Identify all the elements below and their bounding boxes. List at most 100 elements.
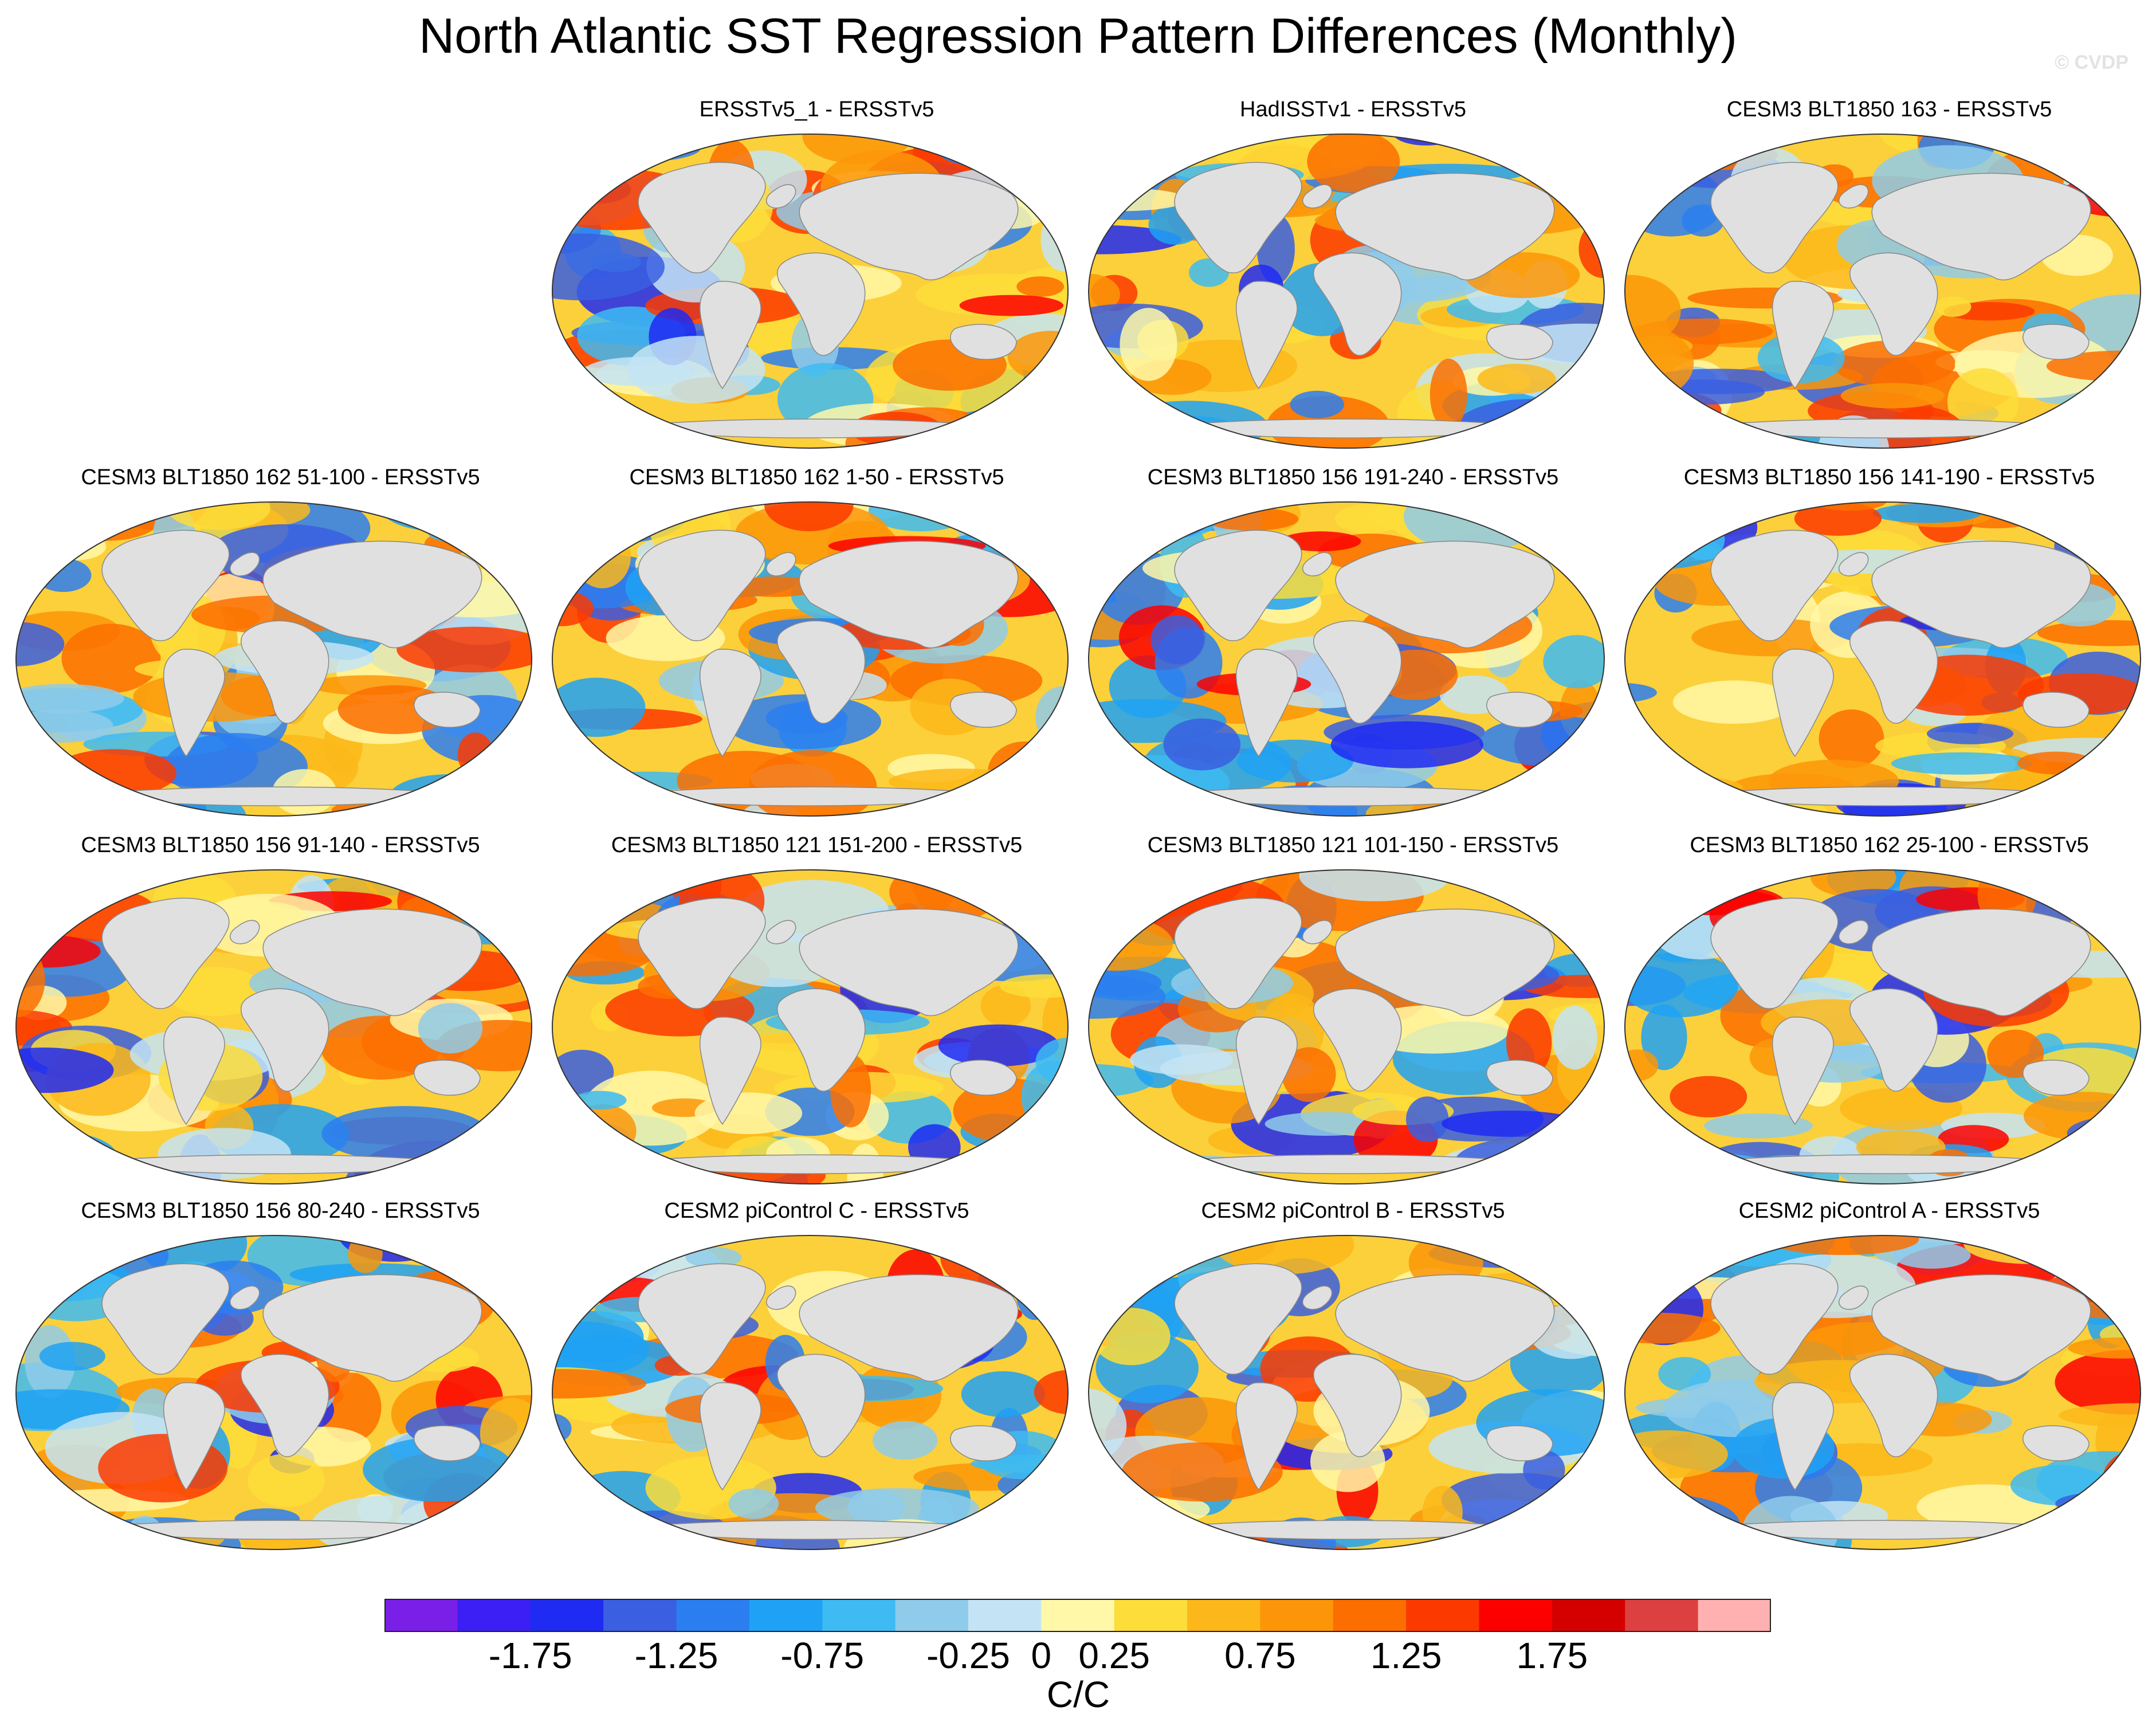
field-contour-blob (1282, 1047, 1336, 1102)
land-mask (1839, 1285, 1869, 1310)
field-contour-blob (552, 677, 646, 737)
field-contour-blob (248, 1454, 325, 1507)
land-mask (700, 1382, 761, 1491)
land-mask (776, 1354, 866, 1457)
land-mask (163, 649, 225, 758)
land-mask (1839, 920, 1869, 944)
land-mask (799, 172, 1019, 281)
colorbar-tick-label: 0.25 (1078, 1635, 1150, 1676)
land-mask (1335, 540, 1555, 649)
field-contour-blob (53, 503, 158, 541)
land-mask (1710, 897, 1839, 1009)
field-contour-blob (1089, 419, 1168, 439)
field-contour-blob (1935, 296, 1972, 317)
colorbar-tick-label: 1.25 (1370, 1635, 1442, 1676)
field-contour-blob (945, 1160, 1068, 1184)
map-outline (1624, 869, 2141, 1184)
land-mask (700, 649, 761, 758)
field-contour-blob (1892, 1242, 1971, 1269)
land-mask (638, 897, 766, 1009)
field-contour-blob (1299, 870, 1451, 901)
field-contour-blob (1891, 752, 2033, 775)
colorbar-cell (1041, 1599, 1115, 1632)
land-mask (950, 1060, 1017, 1096)
field-contour-blob (552, 1235, 595, 1278)
panel-title: CESM3 BLT1850 163 - ERSSTv5 (1726, 97, 2052, 121)
land-mask (950, 324, 1017, 360)
field-contour-blob (728, 1488, 779, 1519)
field-contour-blob (2024, 1092, 2141, 1141)
colorbar-cell (530, 1599, 604, 1632)
panel-title: CESM2 piControl B - ERSSTv5 (1201, 1199, 1505, 1223)
field-contour-blob (396, 626, 532, 673)
map-outline (15, 869, 532, 1184)
land-mask (230, 552, 260, 576)
land-mask (624, 1520, 996, 1540)
field-contour-blob (21, 1134, 60, 1179)
land-mask (766, 1285, 796, 1310)
land-mask (1871, 1274, 2091, 1382)
land-mask (638, 162, 766, 273)
field-contour-blob (764, 502, 854, 531)
field-contour-blob (995, 508, 1068, 541)
field-contour-blob (1552, 1006, 1597, 1070)
field-contour-blob (556, 760, 599, 787)
panel-title: CESM3 BLT1850 156 91-140 - ERSSTv5 (81, 833, 480, 857)
land-mask (230, 1285, 260, 1310)
colorbar-cell (603, 1599, 677, 1632)
panel-title: ERSSTv5_1 - ERSSTv5 (699, 97, 934, 121)
land-mask (1772, 1382, 1834, 1491)
field-contour-blob (1089, 368, 1128, 427)
land-mask (1160, 1520, 1533, 1540)
land-mask (1849, 620, 1938, 724)
field-contour-blob (16, 1143, 114, 1184)
field-contour-blob (1564, 1240, 1604, 1309)
field-contour-blob (1810, 870, 1896, 897)
land-mask (262, 1274, 482, 1382)
land-mask (101, 529, 230, 641)
colorbar-cell (1552, 1599, 1625, 1632)
land-mask (1174, 529, 1302, 641)
field-contour-blob (1563, 1235, 1604, 1282)
field-contour-blob (2055, 1350, 2141, 1415)
field-contour-blob (1625, 682, 1657, 703)
land-mask (950, 692, 1017, 728)
colorbar-tick-label: -0.25 (926, 1635, 1010, 1676)
field-contour-blob (1658, 1357, 1711, 1391)
field-contour-blob (1549, 418, 1604, 448)
field-contour-blob (1546, 1146, 1585, 1184)
field-contour-blob (1089, 1508, 1187, 1550)
field-contour-blob (457, 732, 493, 776)
field-contour-blob (1089, 502, 1168, 516)
field-contour-blob (552, 502, 612, 544)
field-contour-blob (1672, 680, 1796, 724)
field-contour-blob (1034, 1370, 1068, 1414)
field-contour-blob (1406, 1096, 1449, 1142)
figure-title: North Atlantic SST Regression Pattern Di… (419, 9, 1737, 64)
land-mask (1696, 1520, 2069, 1540)
land-mask (240, 1354, 329, 1457)
colorbar-cell (895, 1599, 969, 1632)
colorbar-tick-label: -1.75 (488, 1635, 572, 1676)
field-contour-blob (1625, 952, 1738, 1018)
map-panel: CESM3 BLT1850 156 191-240 - ERSSTv5 (1085, 465, 1621, 866)
land-mask (1486, 1425, 1553, 1462)
field-contour-blob (1813, 502, 1887, 511)
field-contour-blob (1103, 779, 1198, 812)
colorbar-cell (1698, 1599, 1771, 1632)
field-contour-blob (411, 503, 530, 527)
field-contour-blob (1504, 870, 1604, 904)
field-contour-blob (959, 295, 1064, 316)
field-contour-blob (1528, 1243, 1594, 1271)
map-field (1624, 869, 2141, 1184)
field-contour-blob (348, 1235, 383, 1273)
map-panel: CESM2 piControl B - ERSSTv5 (1085, 1199, 1621, 1600)
field-contour-blob (1163, 718, 1241, 771)
land-mask (1710, 529, 1839, 641)
field-contour-blob (1513, 1515, 1604, 1544)
map-field (1624, 1235, 2141, 1550)
colorbar-cell (822, 1599, 896, 1632)
field-contour-blob (16, 1048, 114, 1093)
field-contour-blob (1089, 135, 1185, 176)
field-contour-blob (1482, 790, 1558, 816)
